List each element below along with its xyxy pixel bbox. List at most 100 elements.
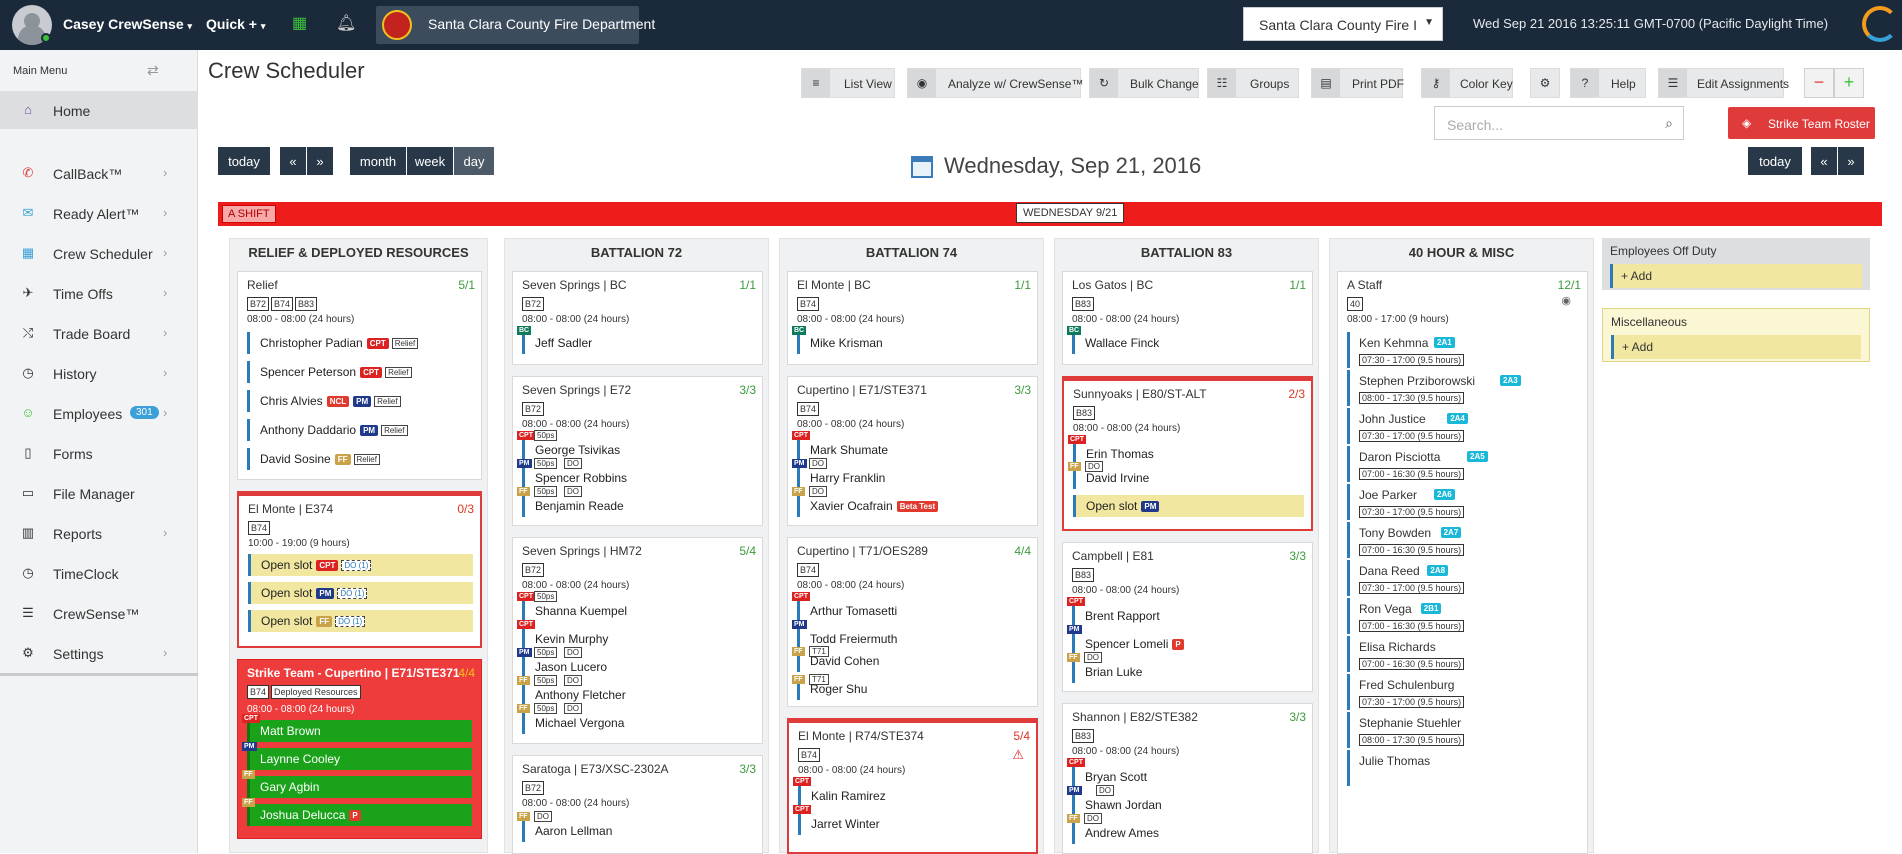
staff-row[interactable]: Julie Thomas <box>1347 750 1565 786</box>
zoom-out-button[interactable]: − <box>1804 68 1834 98</box>
department-select[interactable]: Santa Clara County Fire I ▼ <box>1243 7 1443 41</box>
open-slot-row[interactable]: Open slot CPT DO (1) <box>248 554 473 576</box>
employee-row[interactable]: FF DO Aaron Lellman <box>517 811 755 842</box>
unit-card-e72[interactable]: Seven Springs | E72 3/3 B72 08:00 - 08:0… <box>512 376 763 526</box>
staff-row[interactable]: Ron Vega 2B1 07:00 - 16:30 (9.5 hours) <box>1347 598 1565 634</box>
employee-row[interactable]: FF Gary Agbin <box>242 770 472 798</box>
sidebar-item-home[interactable]: ⌂ Home <box>0 91 198 129</box>
employee-row[interactable]: Spencer Peterson CPT Relief <box>247 361 474 383</box>
employee-row[interactable]: CPT Bryan Scott <box>1067 758 1305 788</box>
employee-row[interactable]: CPT Mark Shumate <box>792 431 1030 461</box>
eye-icon[interactable]: ◉ <box>1561 295 1571 307</box>
staff-row[interactable]: Stephanie Stuehler 08:00 - 17:30 (9.5 hou… <box>1347 712 1565 748</box>
employee-row[interactable]: Anthony Daddario PM Relief <box>247 419 474 441</box>
sidebar-item-crewsense[interactable]: ☰ CrewSense™ <box>0 594 198 632</box>
groups-button[interactable]: ☷ Groups <box>1207 68 1299 98</box>
sidebar-item-trade-board[interactable]: ⤭ Trade Board › <box>0 314 198 352</box>
user-avatar[interactable] <box>12 5 52 45</box>
unit-card-e80[interactable]: Sunnyoaks | E80/ST-ALT 2/3 B83 08:00 - 0… <box>1062 376 1313 531</box>
bell-icon[interactable]: 🔔︎ <box>336 15 357 32</box>
unit-card-e73[interactable]: Saratoga | E73/XSC-2302A 3/3 B72 08:00 -… <box>512 755 763 854</box>
employee-row[interactable]: PM 50ps DO Jason Lucero <box>517 647 755 678</box>
staff-row[interactable]: Daron Pisciotta 2A5 07:00 - 16:30 (9.5 hou… <box>1347 446 1565 482</box>
week-view-button[interactable]: week <box>407 147 453 175</box>
staff-row[interactable]: Ken Kehmna 2A1 07:30 - 17:00 (9.5 hours) <box>1347 332 1565 368</box>
employee-row[interactable]: CPT Kalin Ramirez <box>793 777 1029 807</box>
employee-row[interactable]: BC Jeff Sadler <box>517 326 755 354</box>
search-input[interactable]: Search... ⌕ <box>1434 106 1684 140</box>
employee-row[interactable]: CPT Matt Brown <box>242 714 472 742</box>
sidebar-item-callback[interactable]: ✆ CallBack™ › <box>0 154 198 192</box>
color-key-button[interactable]: ⚷ Color Key <box>1421 68 1513 98</box>
settings-button[interactable]: ⚙ <box>1530 68 1560 98</box>
employee-row[interactable]: CPT 50ps Shanna Kuempel <box>517 591 755 622</box>
employee-row[interactable]: PM Laynne Cooley <box>242 742 472 770</box>
unit-card-e374[interactable]: El Monte | E374 0/3 B74 10:00 - 19:00 (9… <box>237 491 482 648</box>
unit-card-relief[interactable]: Relief 5/1 B72 B74 B83 08:00 - 08:00 (24 h… <box>237 271 482 480</box>
open-slot-row[interactable]: Open slot PM <box>1073 495 1304 517</box>
employee-row[interactable]: David Sosine FF Relief <box>247 448 474 470</box>
unit-card-e81[interactable]: Campbell | E81 3/3 B83 08:00 - 08:00 (24… <box>1062 542 1313 692</box>
print-pdf-button[interactable]: ▤ Print PDF <box>1311 68 1404 98</box>
employee-row[interactable]: CPT Arthur Tomasetti <box>792 592 1030 622</box>
prev-button[interactable]: « <box>280 147 306 175</box>
staff-row[interactable]: Dana Reed 2A8 07:30 - 17:00 (9.5 hours) <box>1347 560 1565 596</box>
employee-row[interactable]: CPT Kevin Murphy <box>517 620 755 650</box>
staff-row[interactable]: Stephen Prziborowski 2A3 08:00 - 17:30 (9.… <box>1347 370 1565 406</box>
employee-row[interactable]: Christopher Padian CPT Relief <box>247 332 474 354</box>
employee-row[interactable]: FF DO Andrew Ames <box>1067 813 1305 844</box>
sidebar-item-forms[interactable]: ▯ Forms <box>0 434 198 472</box>
staff-row[interactable]: Joe Parker 2A6 07:30 - 17:00 (9.5 hours) <box>1347 484 1565 520</box>
employee-row[interactable]: PM Todd Freiermuth <box>792 620 1030 650</box>
staff-row[interactable]: Fred Schulenburg 07:30 - 17:00 (9.5 hours… <box>1347 674 1565 710</box>
quick-add-menu[interactable]: Quick + ▾ <box>206 16 266 32</box>
next-button-right[interactable]: » <box>1838 147 1864 175</box>
open-slot-row[interactable]: Open slot PM DO (1) <box>248 582 473 604</box>
list-view-button[interactable]: ≡ List View <box>801 68 895 98</box>
staff-row[interactable]: John Justice 2A4 07:30 - 17:00 (9.5 hours) <box>1347 408 1565 444</box>
employee-row[interactable]: PM Spencer Lomeli P <box>1067 625 1305 655</box>
staff-row[interactable]: Elisa Richards 07:00 - 16:30 (9.5 hours) <box>1347 636 1565 672</box>
employee-row[interactable]: Chris Alvies NCL PM Relief <box>247 390 474 412</box>
unit-card-los-gatos-bc[interactable]: Los Gatos | BC 1/1 B83 08:00 - 08:00 (24… <box>1062 271 1313 365</box>
sidebar-item-settings[interactable]: ⚙ Settings › <box>0 634 198 672</box>
prev-button-right[interactable]: « <box>1811 147 1837 175</box>
unit-card-a-staff[interactable]: A Staff 12/1 ◉ 40 08:00 - 17:00 (9 hours… <box>1337 271 1588 854</box>
employee-row[interactable]: BC Wallace Finck <box>1067 326 1305 354</box>
day-view-button[interactable]: day <box>454 147 494 175</box>
employee-row[interactable]: FF Joshua Delucca P <box>242 798 472 826</box>
sidebar-item-reports[interactable]: ▥ Reports › <box>0 514 198 552</box>
edit-assignments-button[interactable]: ☰ Edit Assignments <box>1658 68 1789 98</box>
employee-row[interactable]: FF DO Brian Luke <box>1067 652 1305 683</box>
add-off-duty-button[interactable]: + Add <box>1610 264 1862 288</box>
sidebar-item-history[interactable]: ◷ History › <box>0 354 198 392</box>
sidebar-toggle-icon[interactable]: ⇄ <box>147 62 159 78</box>
calendar-icon[interactable]: ▦ <box>292 15 308 32</box>
employee-row[interactable]: CPT Brent Rapport <box>1067 597 1305 627</box>
employee-row[interactable]: PM DO Shawn Jordan <box>1067 785 1305 816</box>
bulk-change-button[interactable]: ↻ Bulk Change <box>1089 68 1199 98</box>
employee-row[interactable]: FF 50ps DO Michael Vergona <box>517 703 755 734</box>
unit-card-seven-springs-bc[interactable]: Seven Springs | BC 1/1 B72 08:00 - 08:00… <box>512 271 763 365</box>
staff-row[interactable]: Tony Bowden 2A7 07:00 - 16:30 (9.5 hours) <box>1347 522 1565 558</box>
employee-row[interactable]: FF 50ps DO Benjamin Reade <box>517 486 755 517</box>
sidebar-item-time-offs[interactable]: ✈ Time Offs › <box>0 274 198 312</box>
employee-row[interactable]: PM 50ps DO Spencer Robbins <box>517 458 755 489</box>
employee-row[interactable]: CPT 50ps George Tsivikas <box>517 430 755 461</box>
employee-row[interactable]: FF DO David Irvine <box>1068 461 1304 489</box>
open-slot-row[interactable]: Open slot FF DO (1) <box>248 610 473 632</box>
employee-row[interactable]: PM DO Harry Franklin <box>792 458 1030 489</box>
employee-row[interactable]: FF T71 David Cohen <box>792 646 1030 672</box>
help-button[interactable]: ? Help <box>1570 68 1646 98</box>
user-menu[interactable]: Casey CrewSense ▾ <box>63 16 193 32</box>
employee-row[interactable]: FF DO Xavier Ocafrain Beta Test <box>792 486 1030 517</box>
unit-card-strike-team[interactable]: Strike Team - Cupertino | E71/STE371 4/4… <box>237 659 482 839</box>
month-view-button[interactable]: month <box>350 147 406 175</box>
sidebar-item-ready-alert[interactable]: ✉ Ready Alert™ › <box>0 194 198 232</box>
unit-card-e71[interactable]: Cupertino | E71/STE371 3/3 B74 08:00 - 0… <box>787 376 1038 526</box>
unit-card-r74[interactable]: El Monte | R74/STE374 5/4 ⚠ B74 08:00 - … <box>787 718 1038 854</box>
today-button[interactable]: today <box>218 147 270 175</box>
employee-row[interactable]: BC Mike Krisman <box>792 326 1030 354</box>
employee-row[interactable]: CPT Jarret Winter <box>793 805 1029 835</box>
sidebar-item-file-manager[interactable]: ▭ File Manager <box>0 474 198 512</box>
